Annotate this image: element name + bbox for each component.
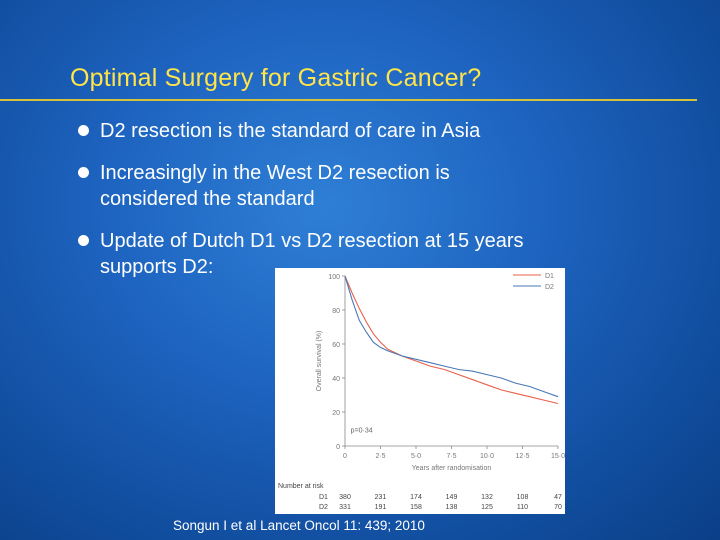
series-line-d2 <box>344 275 559 398</box>
risk-cell: 231 <box>375 494 387 501</box>
risk-cell: 138 <box>446 504 458 511</box>
bullet-dot-icon <box>78 125 89 136</box>
risk-table-header: Number at risk <box>278 483 324 490</box>
risk-cell: 132 <box>481 494 493 501</box>
p-value-annotation: p=0·34 <box>351 427 373 434</box>
slide-title: Optimal Surgery for Gastric Cancer? <box>70 64 482 92</box>
risk-cell: 70 <box>554 504 562 511</box>
legend-label-d1: D1 <box>545 273 554 280</box>
y-axis-label: Overall survival (%) <box>316 331 323 392</box>
y-tick-label: 0 <box>336 444 340 451</box>
bullet-text: Update of Dutch D1 vs D2 resection at 15… <box>100 230 524 278</box>
risk-cell: 174 <box>410 494 422 501</box>
survival-chart: 0 20 40 60 80 100 0 2·5 5·0 7·5 10·0 12·5 15·0 Years … <box>275 268 565 514</box>
y-tick-label: 100 <box>328 274 340 281</box>
x-tick-label: 2·5 <box>375 453 385 460</box>
bullet-text: Increasingly in the West D2 resection is… <box>100 162 450 210</box>
bullet-dot-icon <box>78 167 89 178</box>
risk-row-label: D2 <box>319 504 328 511</box>
survival-chart-svg: 0 20 40 60 80 100 0 2·5 5·0 7·5 10·0 12·5 15·0 Years … <box>278 273 565 511</box>
y-tick-label: 80 <box>332 308 340 315</box>
risk-cell: 125 <box>481 504 493 511</box>
x-tick-label: 7·5 <box>446 453 456 460</box>
risk-cell: 47 <box>554 494 562 501</box>
risk-cell: 110 <box>517 504 528 511</box>
risk-cell: 380 <box>339 494 351 501</box>
risk-cell: 191 <box>375 504 387 511</box>
y-tick-label: 40 <box>332 376 340 383</box>
x-tick-label: 10·0 <box>480 453 494 460</box>
risk-cell: 149 <box>446 494 458 501</box>
legend-label-d2: D2 <box>545 284 554 291</box>
risk-row-label: D1 <box>319 494 328 501</box>
y-tick-label: 20 <box>332 410 340 417</box>
x-tick-label: 15·0 <box>551 453 565 460</box>
series-line-d1 <box>344 275 559 405</box>
title-underline <box>0 99 697 101</box>
x-tick-label: 5·0 <box>411 453 421 460</box>
x-axis-label: Years after randomisation <box>412 465 492 472</box>
risk-cell: 158 <box>410 504 422 511</box>
risk-cell: 331 <box>339 504 351 511</box>
x-tick-label: 12·5 <box>515 453 529 460</box>
risk-cell: 108 <box>517 494 529 501</box>
citation: Songun I et al Lancet Oncol 11: 439; 201… <box>173 518 425 533</box>
bullet-dot-icon <box>78 235 89 246</box>
bullet-text: D2 resection is the standard of care in … <box>100 120 481 142</box>
x-tick-label: 0 <box>343 453 347 460</box>
y-tick-label: 60 <box>332 342 340 349</box>
